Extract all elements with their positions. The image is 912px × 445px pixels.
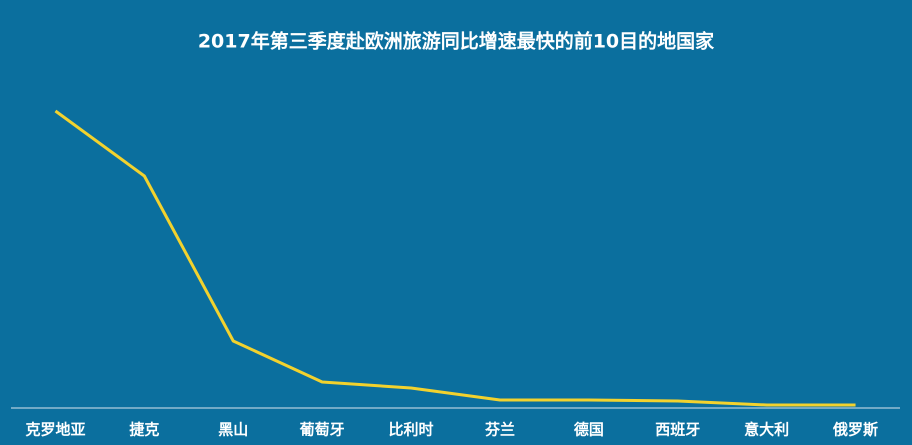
x-tick-label: 葡萄牙 bbox=[299, 421, 345, 439]
x-tick-label: 芬兰 bbox=[485, 421, 515, 439]
x-tick-label: 西班牙 bbox=[655, 421, 700, 439]
x-tick-label: 俄罗斯 bbox=[832, 421, 878, 439]
x-tick-label: 捷克 bbox=[129, 421, 159, 439]
x-tick-label: 黑山 bbox=[218, 421, 248, 439]
chart-title: 2017年第三季度赴欧洲旅游同比增速最快的前10目的地国家 bbox=[198, 30, 715, 53]
x-tick-label: 比利时 bbox=[389, 421, 434, 439]
x-tick-label: 意大利 bbox=[744, 421, 789, 439]
x-tick-label: 克罗地亚 bbox=[25, 421, 85, 439]
x-tick-label: 德国 bbox=[574, 421, 604, 439]
data-line bbox=[54, 109, 856, 407]
